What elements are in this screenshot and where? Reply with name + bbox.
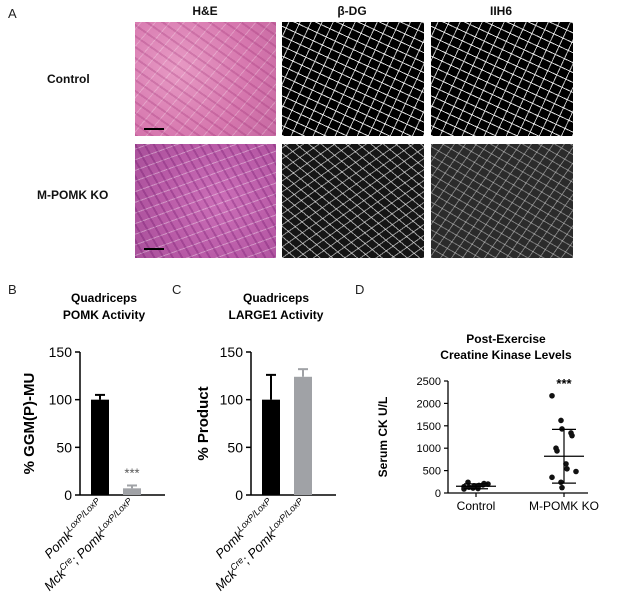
- y-tick-label: 0: [64, 487, 72, 503]
- data-point: [573, 468, 579, 475]
- bar: [91, 399, 109, 495]
- data-point: [559, 484, 565, 491]
- data-point: [558, 479, 564, 486]
- data-point: [569, 432, 575, 439]
- y-tick-label: 1000: [417, 443, 441, 455]
- chart-d-ck-levels: Post-Exercise Creatine Kinase Levels 0 500 1…: [376, 332, 599, 513]
- chart-title: Quadriceps: [243, 291, 309, 305]
- category-label: Control: [457, 499, 496, 513]
- he-ko-image: [135, 144, 276, 258]
- y-tick-label: 1500: [417, 421, 441, 433]
- y-axis-label: % GGM(P)-MU: [21, 373, 38, 475]
- scale-bar: [144, 128, 164, 130]
- scale-bar: [144, 248, 164, 250]
- panel-label-c: C: [172, 282, 182, 297]
- chart-b-pomk-activity: Quadriceps POMK Activity 0 50 100 150 % GGM(P)…: [21, 291, 165, 594]
- significance-label: ***: [124, 465, 139, 480]
- y-tick-label: 50: [227, 439, 243, 455]
- y-tick-label: 50: [56, 439, 72, 455]
- significance-label: ***: [556, 376, 572, 391]
- chart-title: POMK Activity: [63, 308, 146, 322]
- y-tick-label: 2500: [417, 376, 441, 388]
- y-tick-label: 2000: [417, 398, 441, 410]
- data-point: [549, 474, 555, 481]
- chart-c-large1-activity: Quadriceps LARGE1 Activity 0 50 100 150 % Prod…: [195, 291, 336, 594]
- panel-label-b: B: [8, 282, 17, 297]
- bdg-control-image: [282, 22, 424, 136]
- row-label-control: Control: [47, 72, 90, 86]
- data-point: [554, 448, 560, 454]
- panel-label-d: D: [355, 282, 365, 297]
- data-point: [549, 392, 555, 399]
- iih6-ko-image: [431, 144, 573, 258]
- chart-title: Post-Exercise: [466, 332, 546, 346]
- iih6-control-image: [431, 22, 573, 136]
- column-title-he: H&E: [192, 4, 218, 18]
- y-tick-label: 500: [423, 466, 441, 478]
- y-tick-label: 100: [220, 392, 244, 408]
- y-tick-label: 150: [220, 344, 244, 360]
- panel-label-a: A: [8, 6, 17, 21]
- he-control-image: [135, 22, 276, 136]
- bar: [294, 376, 312, 495]
- bar: [123, 488, 141, 495]
- category-label: M-POMK KO: [529, 499, 599, 513]
- y-tick-label: 100: [49, 392, 73, 408]
- y-tick-label: 0: [435, 488, 441, 500]
- column-title-bdg: β-DG: [337, 4, 367, 18]
- bdg-ko-image: [282, 144, 424, 258]
- data-point: [558, 417, 564, 424]
- y-tick-label: 150: [49, 344, 73, 360]
- bar: [262, 399, 280, 495]
- chart-title: Creatine Kinase Levels: [440, 348, 572, 362]
- y-axis-label: Serum CK U/L: [376, 397, 390, 478]
- column-title-iih6: IIH6: [489, 4, 512, 18]
- y-tick-label: 0: [235, 487, 243, 503]
- data-point: [564, 466, 570, 472]
- row-label-mpomk-ko: M-POMK KO: [37, 188, 109, 202]
- y-axis-label: % Product: [195, 386, 212, 460]
- chart-title: LARGE1 Activity: [229, 308, 324, 322]
- chart-title: Quadriceps: [71, 291, 137, 305]
